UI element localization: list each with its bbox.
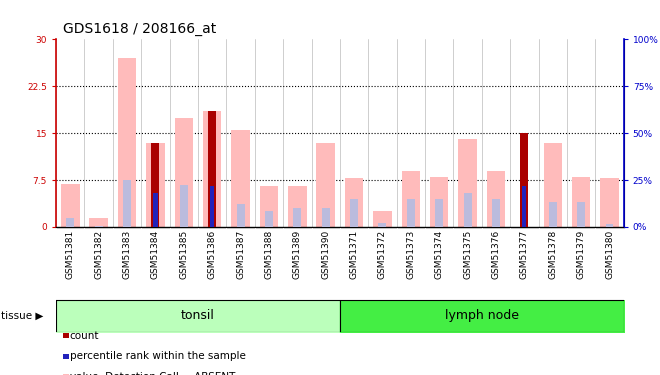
Text: GSM51384: GSM51384 xyxy=(151,230,160,279)
Text: GSM51375: GSM51375 xyxy=(463,230,472,279)
Bar xyxy=(260,186,278,227)
Text: count: count xyxy=(69,331,99,340)
Text: GSM51382: GSM51382 xyxy=(94,230,103,279)
Text: GSM51389: GSM51389 xyxy=(293,230,302,279)
Bar xyxy=(544,142,562,227)
Text: GSM51385: GSM51385 xyxy=(180,230,188,279)
Bar xyxy=(374,211,391,227)
Bar xyxy=(151,142,160,227)
Bar xyxy=(350,199,358,227)
Text: lymph node: lymph node xyxy=(445,309,519,322)
Bar xyxy=(210,186,214,227)
Bar xyxy=(293,208,302,227)
Bar xyxy=(232,130,249,227)
Bar xyxy=(180,185,188,227)
Bar xyxy=(522,186,527,227)
Text: percentile rank within the sample: percentile rank within the sample xyxy=(69,351,246,361)
Bar xyxy=(492,199,500,227)
Text: tissue ▶: tissue ▶ xyxy=(1,311,44,321)
Bar xyxy=(601,178,618,227)
Bar xyxy=(487,171,505,227)
Text: GSM51371: GSM51371 xyxy=(350,230,358,279)
Text: GSM51381: GSM51381 xyxy=(66,230,75,279)
Text: GSM51387: GSM51387 xyxy=(236,230,245,279)
Text: tonsil: tonsil xyxy=(181,309,215,322)
Bar xyxy=(118,58,136,227)
Bar xyxy=(66,217,75,227)
Text: GSM51372: GSM51372 xyxy=(378,230,387,279)
Text: GSM51386: GSM51386 xyxy=(208,230,216,279)
Text: GSM51383: GSM51383 xyxy=(123,230,131,279)
Bar xyxy=(175,117,193,227)
Text: GSM51373: GSM51373 xyxy=(407,230,415,279)
Bar xyxy=(435,199,444,227)
Bar xyxy=(520,133,529,227)
Bar xyxy=(123,180,131,227)
Text: value, Detection Call = ABSENT: value, Detection Call = ABSENT xyxy=(69,372,235,375)
Bar xyxy=(90,217,108,227)
Text: GSM51376: GSM51376 xyxy=(492,230,500,279)
Bar xyxy=(402,171,420,227)
Bar xyxy=(208,111,216,227)
Bar xyxy=(520,193,529,227)
Bar xyxy=(208,186,216,227)
Text: GSM51379: GSM51379 xyxy=(577,230,585,279)
Text: GSM51390: GSM51390 xyxy=(321,230,330,279)
Bar xyxy=(153,193,158,227)
Bar xyxy=(203,111,221,227)
Bar xyxy=(151,193,160,227)
Text: GSM51388: GSM51388 xyxy=(265,230,273,279)
Bar xyxy=(94,226,103,227)
Bar xyxy=(463,193,472,227)
Text: GSM51380: GSM51380 xyxy=(605,230,614,279)
Bar xyxy=(605,224,614,227)
Bar xyxy=(345,178,363,227)
Bar xyxy=(577,202,585,227)
Text: GSM51377: GSM51377 xyxy=(520,230,529,279)
Bar xyxy=(321,208,330,227)
Text: GDS1618 / 208166_at: GDS1618 / 208166_at xyxy=(63,22,216,36)
Bar xyxy=(61,184,79,227)
Bar xyxy=(378,223,387,227)
Bar xyxy=(459,140,477,227)
Bar xyxy=(407,199,415,227)
Bar xyxy=(317,142,335,227)
Bar xyxy=(548,202,557,227)
Bar xyxy=(236,204,245,227)
Bar xyxy=(147,142,164,227)
Bar xyxy=(430,177,448,227)
Text: GSM51378: GSM51378 xyxy=(548,230,557,279)
Bar xyxy=(265,211,273,227)
Text: GSM51374: GSM51374 xyxy=(435,230,444,279)
Bar xyxy=(572,177,590,227)
Bar xyxy=(288,186,306,227)
